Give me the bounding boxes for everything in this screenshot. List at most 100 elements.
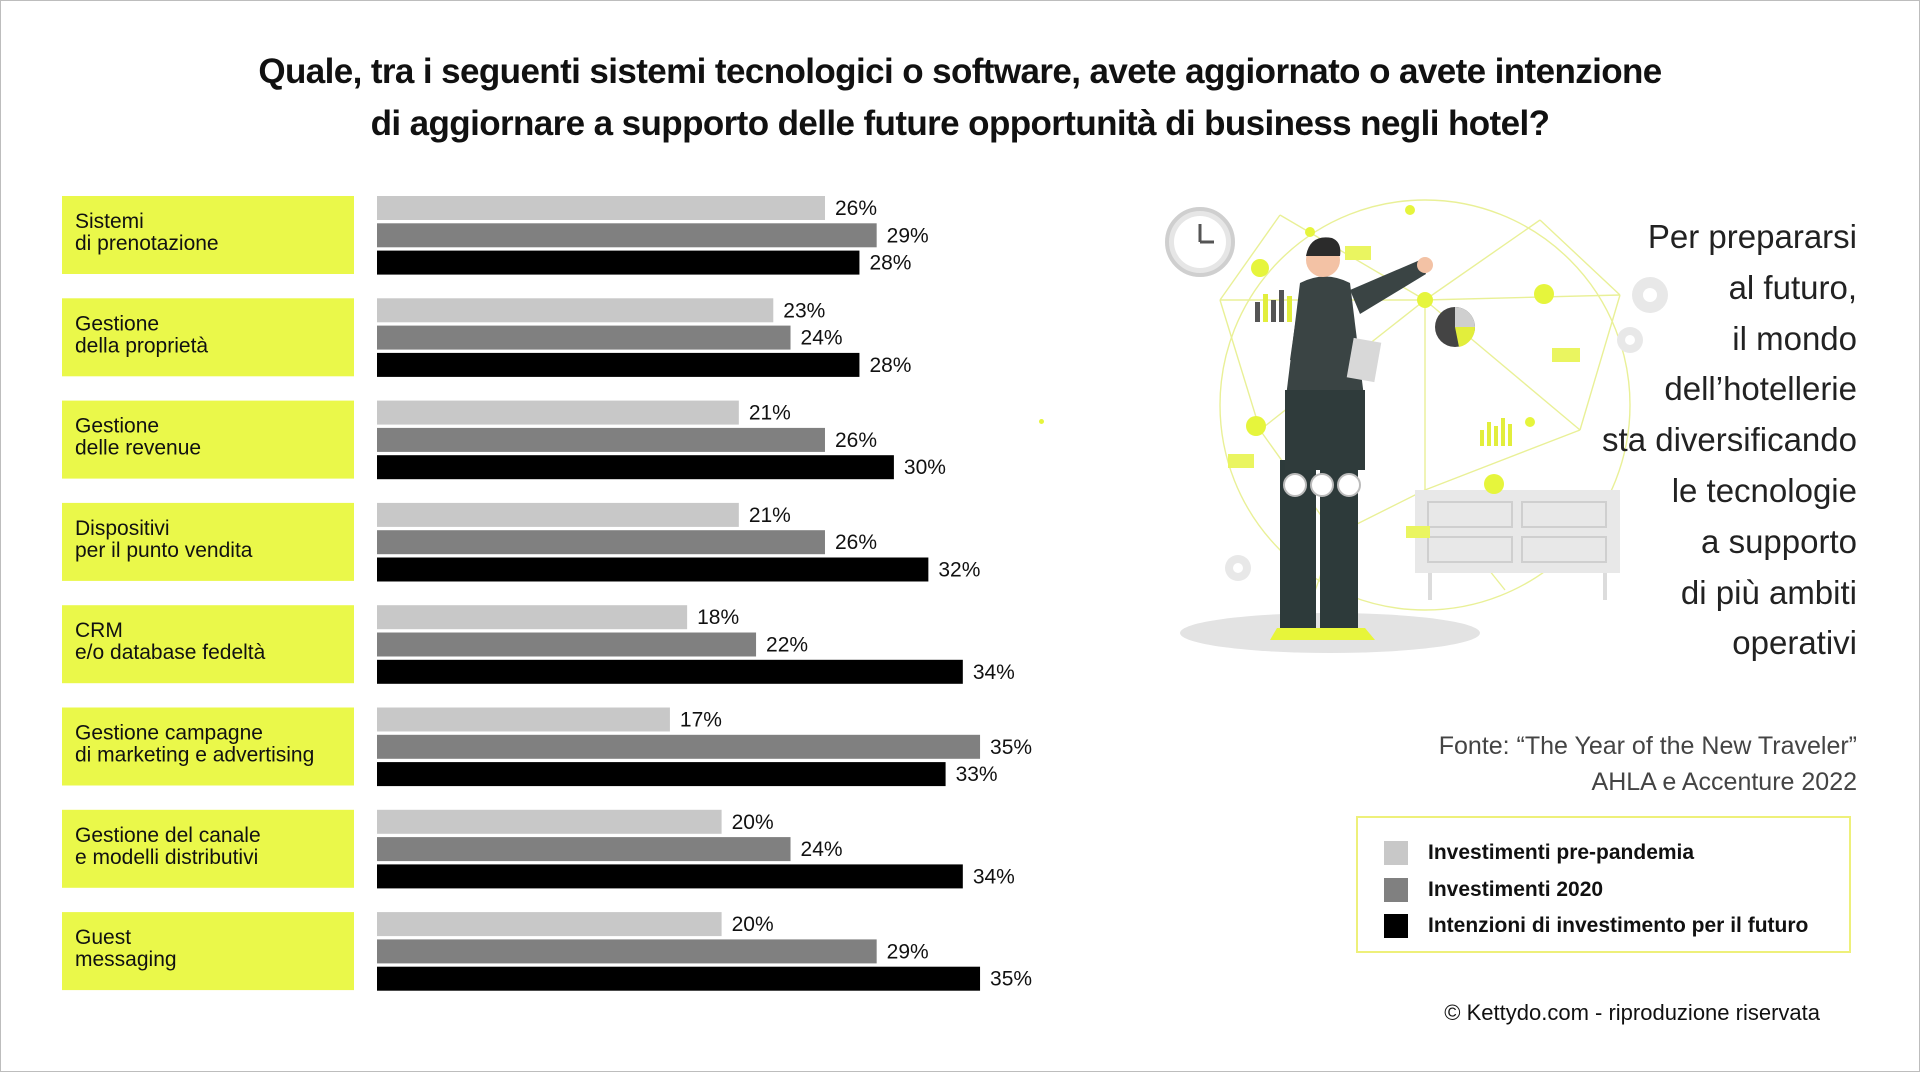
category-label-box [62,707,354,786]
category-label: Dispositivi [75,517,170,540]
bar-value-label: 35% [990,968,1032,991]
person-network-illustration [1165,199,1668,653]
bar-chart-mini-icon [1255,290,1512,446]
side-text-line: dell’hotellerie [1664,370,1857,408]
bar-2 [377,659,963,684]
chart-title: Quale, tra i seguenti sistemi tecnologic… [0,46,1920,150]
bar-value-label: 26% [835,197,877,220]
category-label-box [62,400,354,479]
legend-swatch [1384,914,1408,938]
bar-value-label: 34% [973,865,1015,888]
bar-value-label: 23% [783,299,825,322]
side-text: Per prepararsi al futuro, il mondo dell’… [1437,212,1857,669]
bar-0 [377,196,825,220]
clock-icon [1165,207,1235,277]
side-text-line: Per prepararsi [1647,218,1857,255]
bar-0 [377,298,774,323]
legend-label: Intenzioni di investimento per il futuro [1428,914,1809,937]
bar-0 [377,502,739,527]
bar-value-label: 24% [801,838,843,861]
bar-value-label: 28% [869,252,911,275]
category-label: di marketing e advertising [75,744,314,767]
bar-value-label: 26% [835,429,877,452]
source-note: Fonte: “The Year of the New Traveler” AH… [1157,728,1857,800]
side-text-line: di più ambiti [1680,573,1857,611]
category-label-box [62,605,354,684]
category-label: per il punto vendita [75,539,253,562]
category-label: Sistemi [75,210,144,233]
category-label-box [62,809,354,888]
bar-value-label: 26% [835,531,877,554]
bar-value-label: 17% [680,709,722,732]
bar-value-label: 18% [697,606,739,629]
category-label: della proprietà [75,334,208,357]
source-line-2: AHLA e Accenture 2022 [1591,768,1857,796]
decorative-dot [1039,419,1044,424]
bar-1 [377,734,981,759]
category-label-box [62,502,354,581]
category-label: delle revenue [75,437,201,460]
bar-value-label: 34% [973,661,1015,684]
bar-2 [377,762,946,787]
bar-0 [377,912,722,937]
category-label: CRM [75,619,123,642]
side-text-line: il mondo [1732,319,1857,357]
man-figure [1270,237,1433,640]
bar-value-label: 35% [990,736,1032,759]
category-label: Gestione del canale [75,824,261,847]
legend-item-2020: Investimenti 2020 [1384,875,1603,905]
bar-2 [377,455,894,480]
source-line-1: Fonte: “The Year of the New Traveler” [1438,732,1857,760]
category-label-box [62,298,354,377]
bar-0 [377,707,670,732]
bar-value-label: 30% [904,456,946,479]
side-text-line: operativi [1732,624,1857,662]
category-label: Gestione campagne [75,722,263,745]
bar-value-label: 21% [749,402,791,425]
bar-1 [377,427,825,452]
bar-value-label: 29% [887,940,929,963]
chart-legend: Investimenti pre-pandemia Investimenti 2… [1356,816,1851,953]
chart-title-line-1: Quale, tra i seguenti sistemi tecnologic… [258,52,1662,91]
category-label: messaging [75,948,177,971]
bar-value-label: 22% [766,634,808,657]
legend-item-pre-pandemia: Investimenti pre-pandemia [1384,838,1694,868]
bar-value-label: 29% [887,224,929,247]
bar-0 [377,605,688,630]
bar-2 [377,966,981,991]
legend-label: Investimenti 2020 [1428,878,1604,901]
side-text-line: le tecnologie [1671,471,1857,509]
bar-0 [377,809,722,834]
bar-value-label: 20% [732,811,774,834]
category-label: e/o database fedeltà [75,641,266,664]
side-text-line: sta diversificando [1602,421,1857,459]
bar-1 [377,325,791,350]
bar-value-label: 33% [956,763,998,786]
pie-chart-mini-icon [1435,307,1476,347]
bar-2 [377,557,929,582]
bar-1 [377,530,825,555]
legend-swatch [1384,878,1408,902]
bar-1 [377,837,791,862]
bar-value-label: 24% [801,327,843,350]
copyright-notice: © Kettydo.com - riproduzione riservata [1444,1000,1820,1025]
side-text-line: al futuro, [1728,268,1857,306]
category-label: e modelli distributivi [75,846,258,869]
side-text-line: a supporto [1701,522,1857,560]
category-label: di prenotazione [75,232,219,255]
bar-value-label: 20% [732,913,774,936]
bar-1 [377,939,877,964]
legend-swatch [1384,841,1408,865]
bar-2 [377,352,860,377]
legend-item-future: Intenzioni di investimento per il futuro [1384,911,1808,941]
cabinet-illustration [1415,490,1620,600]
category-label: Gestione [75,312,159,335]
category-label-box [62,196,354,274]
bar-value-label: 32% [938,559,980,582]
bar-1 [377,223,877,248]
category-label-box [62,912,354,991]
bar-value-label: 21% [749,504,791,527]
bar-1 [377,632,757,657]
legend-label: Investimenti pre-pandemia [1428,841,1695,864]
